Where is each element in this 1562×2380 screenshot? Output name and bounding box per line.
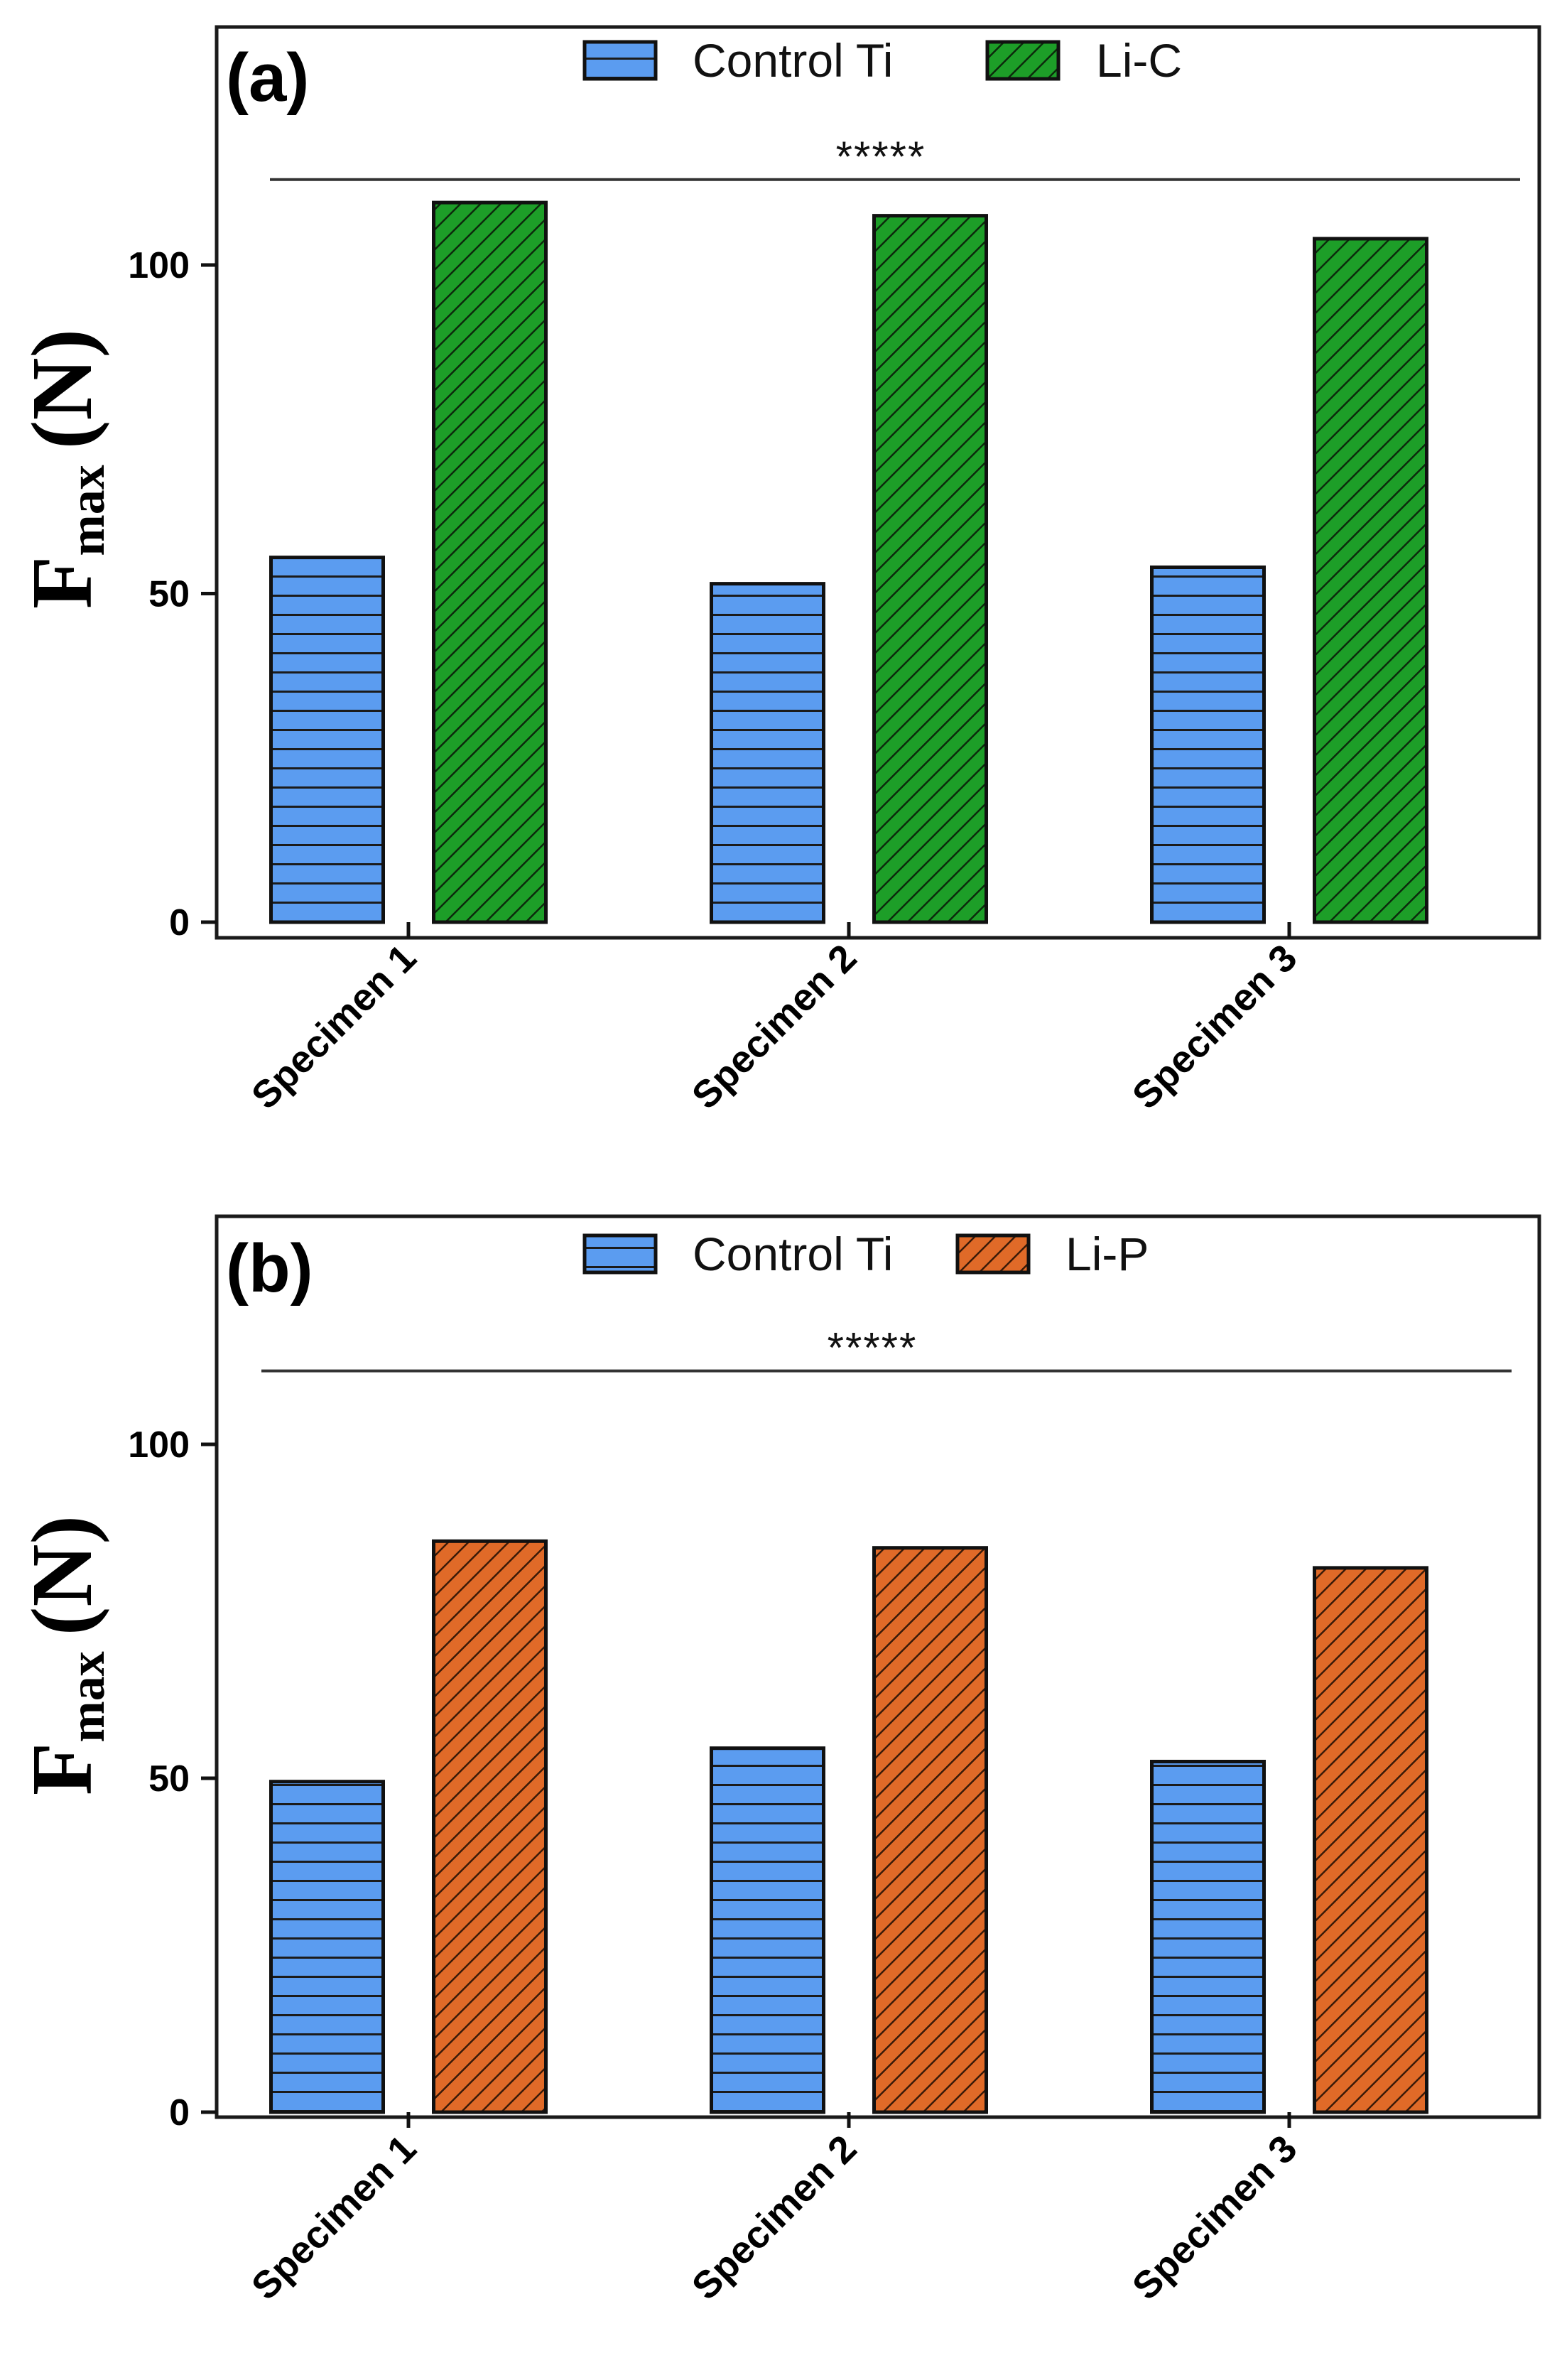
x-category-label: Specimen 3 [1124, 2127, 1306, 2308]
y-tick-label: 50 [148, 574, 190, 615]
y-tick-label: 0 [169, 902, 190, 943]
y-tick-label: 0 [169, 2092, 190, 2133]
significance-stars: ***** [836, 133, 926, 180]
x-category-label: Specimen 2 [684, 936, 865, 1118]
y-axis-title: Fmax (N) [14, 1515, 115, 1795]
bar-li-p-3 [1313, 1566, 1428, 2114]
y-axis-title-main: F [14, 556, 110, 610]
legend-swatch-li-c [985, 40, 1061, 81]
legend-label-control-ti: Control Ti [693, 34, 893, 87]
legend-label-li-c: Li-C [1096, 34, 1182, 87]
bar-control-ti-2 [710, 1746, 825, 2114]
y-axis-title-subscript: max [60, 1651, 115, 1742]
x-category-label: Specimen 1 [244, 936, 425, 1118]
legend-swatch-control-ti [582, 40, 658, 81]
chart-panel-a: 0 50 100 Specimen 1 Specimen 2 Specimen 3 ****… [14, 25, 1541, 1118]
chart-panel-b: 0 50 100 Specimen 1 Specimen 2 Specimen 3 ****… [14, 1214, 1541, 2308]
bar-control-ti-1 [269, 556, 385, 924]
y-tick-label: 100 [128, 245, 190, 286]
y-axis-title-unit: (N) [14, 1515, 110, 1635]
x-category-label: Specimen 3 [1124, 936, 1306, 1118]
y-tick-label: 100 [128, 1424, 190, 1466]
plot-frame [215, 1214, 1541, 2119]
panel-label: (a) [226, 40, 309, 116]
legend-label-control-ti: Control Ti [693, 1228, 893, 1280]
bar-control-ti-3 [1150, 566, 1266, 924]
y-axis-title-subscript: max [60, 465, 115, 556]
bar-li-p-2 [872, 1546, 988, 2114]
bar-li-c-1 [432, 200, 548, 924]
y-axis-title-unit: (N) [14, 329, 110, 449]
legend-swatch-li-p [955, 1233, 1031, 1275]
bar-li-p-1 [432, 1539, 548, 2114]
bar-control-ti-3 [1150, 1760, 1266, 2114]
legend-swatch-control-ti [582, 1233, 658, 1275]
y-axis-title: Fmax (N) [14, 329, 115, 609]
legend-label-li-p: Li-P [1065, 1228, 1149, 1280]
bar-li-c-2 [872, 214, 988, 924]
x-category-label: Specimen 2 [684, 2127, 865, 2308]
bar-control-ti-2 [710, 582, 825, 924]
y-tick-label: 50 [148, 1758, 190, 1800]
plot-frame [215, 25, 1541, 940]
significance-stars: ***** [828, 1324, 918, 1372]
bar-li-c-3 [1313, 237, 1428, 924]
y-axis-title-main: F [14, 1743, 110, 1796]
bar-control-ti-1 [269, 1780, 385, 2114]
panel-label: (b) [226, 1230, 313, 1307]
x-category-label: Specimen 1 [244, 2127, 425, 2308]
